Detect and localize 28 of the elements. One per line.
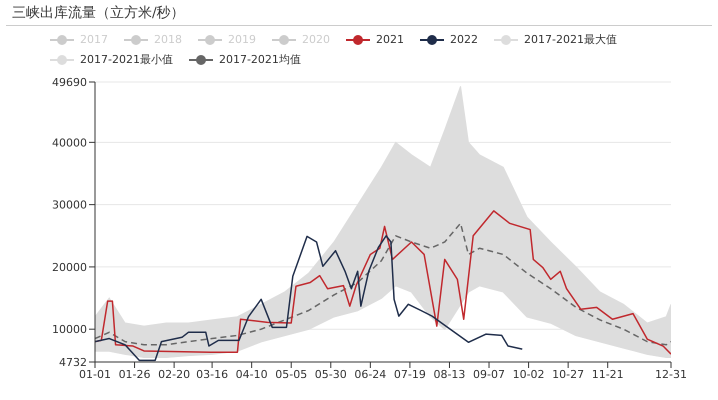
x-tick-label: 10-27 — [552, 368, 584, 381]
x-tick-label: 03-16 — [196, 368, 228, 381]
y-tick-label: 20000 — [52, 260, 87, 274]
legend-label: 2017-2021均值 — [218, 52, 301, 68]
x-tick-label: 05-30 — [314, 368, 347, 381]
y-tick-label: 30000 — [52, 198, 87, 212]
y-tick-label: 40000 — [52, 136, 87, 150]
y-tick-label: 4732 — [59, 356, 87, 369]
x-tick-label: 07-19 — [394, 368, 426, 381]
legend-label: 2017-2021最小值 — [80, 52, 173, 68]
x-tick-label: 05-05 — [275, 368, 308, 381]
chart-title: 三峡出库流量（立方米/秒） — [12, 4, 185, 22]
x-tick-label: 08-13 — [433, 368, 466, 381]
x-tick-label: 04-10 — [236, 368, 268, 381]
legend-label: 2021 — [376, 32, 404, 48]
y-tick-label: 10000 — [52, 323, 87, 336]
y-tick-label: 49690 — [52, 76, 87, 89]
x-tick-label: 10-02 — [512, 368, 545, 381]
x-tick-label: 01-01 — [79, 368, 111, 381]
x-tick-label: 11-21 — [592, 368, 624, 381]
x-tick-label: 02-20 — [158, 368, 190, 381]
x-tick-label: 09-07 — [473, 368, 506, 381]
x-tick-label: 01-26 — [118, 368, 151, 381]
legend-label: 2022 — [450, 32, 478, 48]
x-tick-label: 12-31 — [655, 368, 687, 381]
line-series — [95, 235, 524, 362]
x-tick-label: 06-24 — [354, 368, 386, 381]
legend-label: 2017-2021最大值 — [524, 32, 617, 48]
